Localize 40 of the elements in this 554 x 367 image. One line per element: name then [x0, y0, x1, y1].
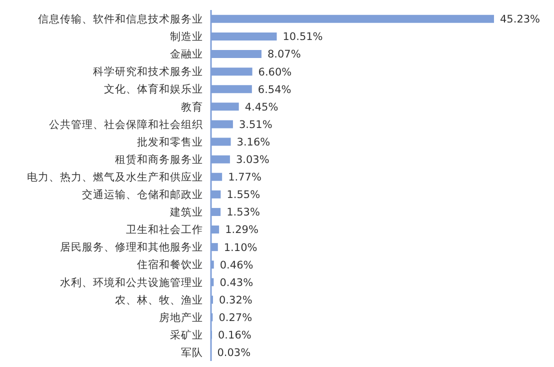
- y-tick-label: 批发和零售业: [137, 135, 203, 148]
- y-tick-label: 电力、热力、燃气及水生产和供应业: [27, 170, 203, 184]
- data-label: 1.29%: [225, 224, 258, 236]
- data-label: 3.03%: [236, 154, 270, 166]
- data-label: 3.16%: [236, 136, 270, 148]
- data-label: 0.16%: [218, 330, 252, 342]
- data-label: 45.23%: [500, 14, 540, 26]
- data-label: 0.46%: [220, 259, 254, 272]
- data-label: 6.60%: [258, 66, 292, 78]
- y-tick-label: 文化、体育和娱乐业: [104, 82, 203, 96]
- y-tick-label: 金融业: [170, 48, 203, 61]
- data-label: 10.51%: [282, 31, 323, 44]
- y-tick-label: 租赁和商务服务业: [115, 152, 203, 166]
- y-tick-label: 采矿业: [170, 328, 203, 342]
- data-label: 0.32%: [219, 294, 252, 306]
- y-tick-label: 制造业: [170, 30, 203, 44]
- y-tick-label: 公共管理、社会保障和社会组织: [49, 118, 203, 131]
- data-label: 1.77%: [228, 172, 262, 184]
- y-tick-label: 农、林、牧、渔业: [115, 293, 203, 306]
- y-tick-label: 科学研究和技术服务业: [93, 65, 203, 78]
- y-tick-label: 房地产业: [159, 310, 203, 324]
- y-tick-label: 住宿和餐饮业: [137, 258, 203, 272]
- data-label: 1.10%: [224, 242, 258, 254]
- data-label: 0.43%: [220, 276, 254, 289]
- y-tick-label: 军队: [181, 346, 203, 359]
- y-tick-label: 信息传输、软件和信息技术服务业: [38, 12, 203, 26]
- y-tick-label: 水利、环境和公共设施管理业: [60, 276, 203, 289]
- data-label: 0.27%: [218, 312, 252, 324]
- data-label: 1.53%: [226, 206, 260, 219]
- y-tick-label: 交通运输、仓储和邮政业: [82, 188, 203, 201]
- data-label: 8.07%: [267, 48, 301, 61]
- y-tick-label: 教育: [181, 100, 203, 114]
- data-label: 3.51%: [238, 118, 272, 131]
- data-label: 1.55%: [226, 189, 260, 202]
- data-label: 6.54%: [258, 84, 292, 96]
- y-tick-label: 卫生和社会工作: [126, 223, 203, 236]
- data-label: 4.45%: [244, 101, 278, 114]
- data-label: 0.03%: [217, 347, 251, 360]
- y-tick-label: 居民服务、修理和其他服务业: [60, 240, 203, 254]
- y-tick-label: 建筑业: [169, 206, 203, 219]
